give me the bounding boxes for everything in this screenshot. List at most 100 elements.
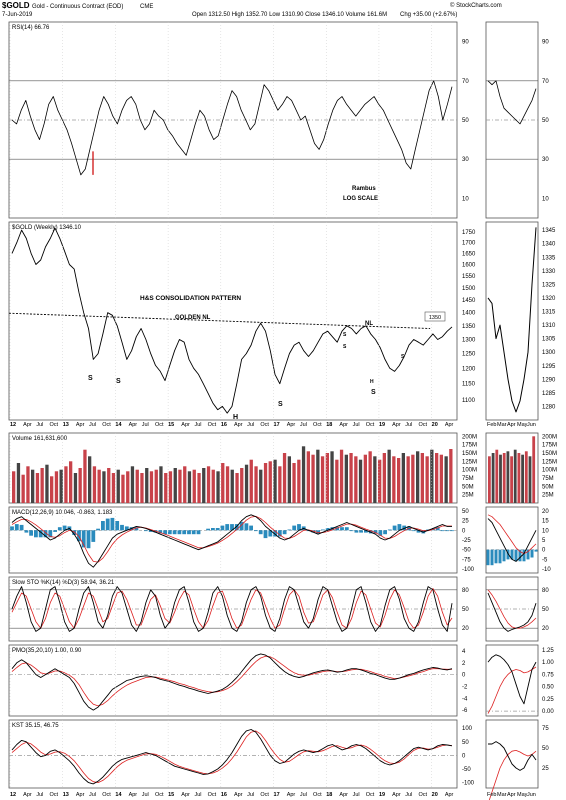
volume-bar [320,456,325,503]
stockcharts-credit: © StockCharts.com [450,3,502,9]
inset-kst-axis-tick-label: 75 [542,726,549,732]
volume-bar [35,473,40,503]
macd-axis-tick-label: -50 [462,548,471,554]
inset-volume-axis-tick-label: 150M [542,451,557,457]
kst-title: KST 35.15, 46.75 [12,723,59,729]
macd-histogram-bar [292,525,297,531]
macd-histogram-bar [364,530,368,533]
volume-bar [339,449,344,503]
volume-bar [416,451,420,503]
kst-axis-tick-label: -100 [462,781,475,787]
macd-histogram-bar [258,530,263,535]
time-axis-tick-label: Jul [36,422,43,428]
volume-bar [268,461,272,503]
price-axis-tick-label: 1750 [462,230,476,236]
panel-frame [8,644,458,717]
price-axis-tick-label: 1200 [462,366,476,372]
inset-pmo-axis-tick-label: 1.25 [542,648,554,654]
inset-panel-frame [485,221,539,421]
volume-bar [178,469,182,503]
inset-sto-k-line [487,592,537,632]
inset-volume-bar [499,454,502,503]
sto-axis-tick-label: 80 [462,588,469,594]
time-axis-tick-label: Oct [260,422,269,428]
volume-bar [21,474,25,503]
volume-bar [78,468,82,503]
inset-macd-axis-tick-label: -5 [542,557,548,563]
inset-time-axis-tick-label: May [517,422,528,428]
volume-axis-tick-label: 25M [462,493,474,499]
panel-frame [8,506,458,574]
inset-rsi-axis-tick-label: 10 [542,196,549,202]
inset-volume-bar [502,453,506,503]
volume-bar [368,451,372,503]
macd-histogram-bar [450,530,454,532]
inset-macd-signal-line [487,514,537,554]
macd-histogram-bar [373,530,378,534]
volume-bar [282,453,287,503]
volume-bar [325,453,329,503]
inset-panel-frame [485,576,539,642]
inset-panel-frame [485,719,539,789]
macd-histogram-bar [77,530,81,542]
time-axis-tick-label: Oct [260,792,269,798]
macd-histogram-bar [115,521,120,531]
volume-bar [12,471,16,503]
pmo-axis-tick-label: -6 [462,708,468,714]
macd-histogram-bar [383,530,387,535]
pmo-axis-tick-label: -2 [462,684,468,690]
time-axis-tick-label: 15 [168,792,174,798]
volume-bar [358,459,363,503]
macd-histogram-bar [215,528,220,531]
volume-bar [216,471,220,503]
macd-histogram-bar [62,525,67,531]
time-axis-tick-label: 14 [115,422,122,428]
macd-histogram-bar [349,530,354,532]
macd-histogram-bar [48,530,53,538]
volume-bar [159,466,163,503]
time-axis-tick-label: Apr [129,792,138,798]
time-axis-tick-label: Jul [89,792,96,798]
price-label-box [424,311,446,322]
macd-histogram-bar [206,528,210,531]
inset-price-axis-tick-label: 1330 [542,269,556,275]
volume-bar [202,468,206,503]
volume-bar [16,463,21,503]
inset-price-axis-tick-label: 1310 [542,323,556,329]
macd-histogram-bar [43,530,48,538]
price-axis-tick-label: 1400 [462,311,476,317]
volume-axis-tick-label: 50M [462,484,474,490]
inset-kst-signal-line [488,750,537,800]
time-axis-tick-label: Jul [142,422,149,428]
macd-axis-tick-label: 25 [462,519,469,525]
macd-histogram-bar [297,524,301,531]
pmo-axis-tick-label: -4 [462,696,468,702]
inset-sto-axis-tick-label: 80 [542,588,549,594]
volume-bar [425,456,429,503]
time-axis-tick-label: Jul [405,422,412,428]
inset-panel-frame [485,644,539,717]
chart-exchange: CME [140,4,154,10]
inset-rsi-axis-tick-label: 30 [542,157,549,163]
time-axis-tick-label: Oct [102,792,111,798]
chart-name: Gold - Continuous Contract (EOD) [32,4,124,10]
macd-histogram-bar [387,529,392,531]
macd-histogram-bar [134,527,139,531]
time-axis-tick-label: Oct [366,422,375,428]
volume-bar [206,466,211,503]
volume-bar [45,464,49,503]
volume-bar [254,466,258,503]
macd-histogram-bar [96,528,100,531]
time-axis-tick-label: 18 [326,422,332,428]
sto-k-line [11,586,453,632]
macd-histogram-bar [105,518,110,531]
inset-volume-axis-tick-label: 125M [542,459,557,465]
rsi-title: RSI(14) 66.76 [12,25,50,31]
time-axis-tick-label: Apr [234,422,243,428]
time-axis-tick-label: Apr [129,422,138,428]
time-axis-tick-label: Apr [234,792,243,798]
pattern-title-annotation: H&S CONSOLIDATION PATTERN [140,295,241,302]
volume-bar [211,469,215,503]
price-axis-tick-label: 1150 [462,382,476,388]
macd-histogram-bar [239,521,244,531]
